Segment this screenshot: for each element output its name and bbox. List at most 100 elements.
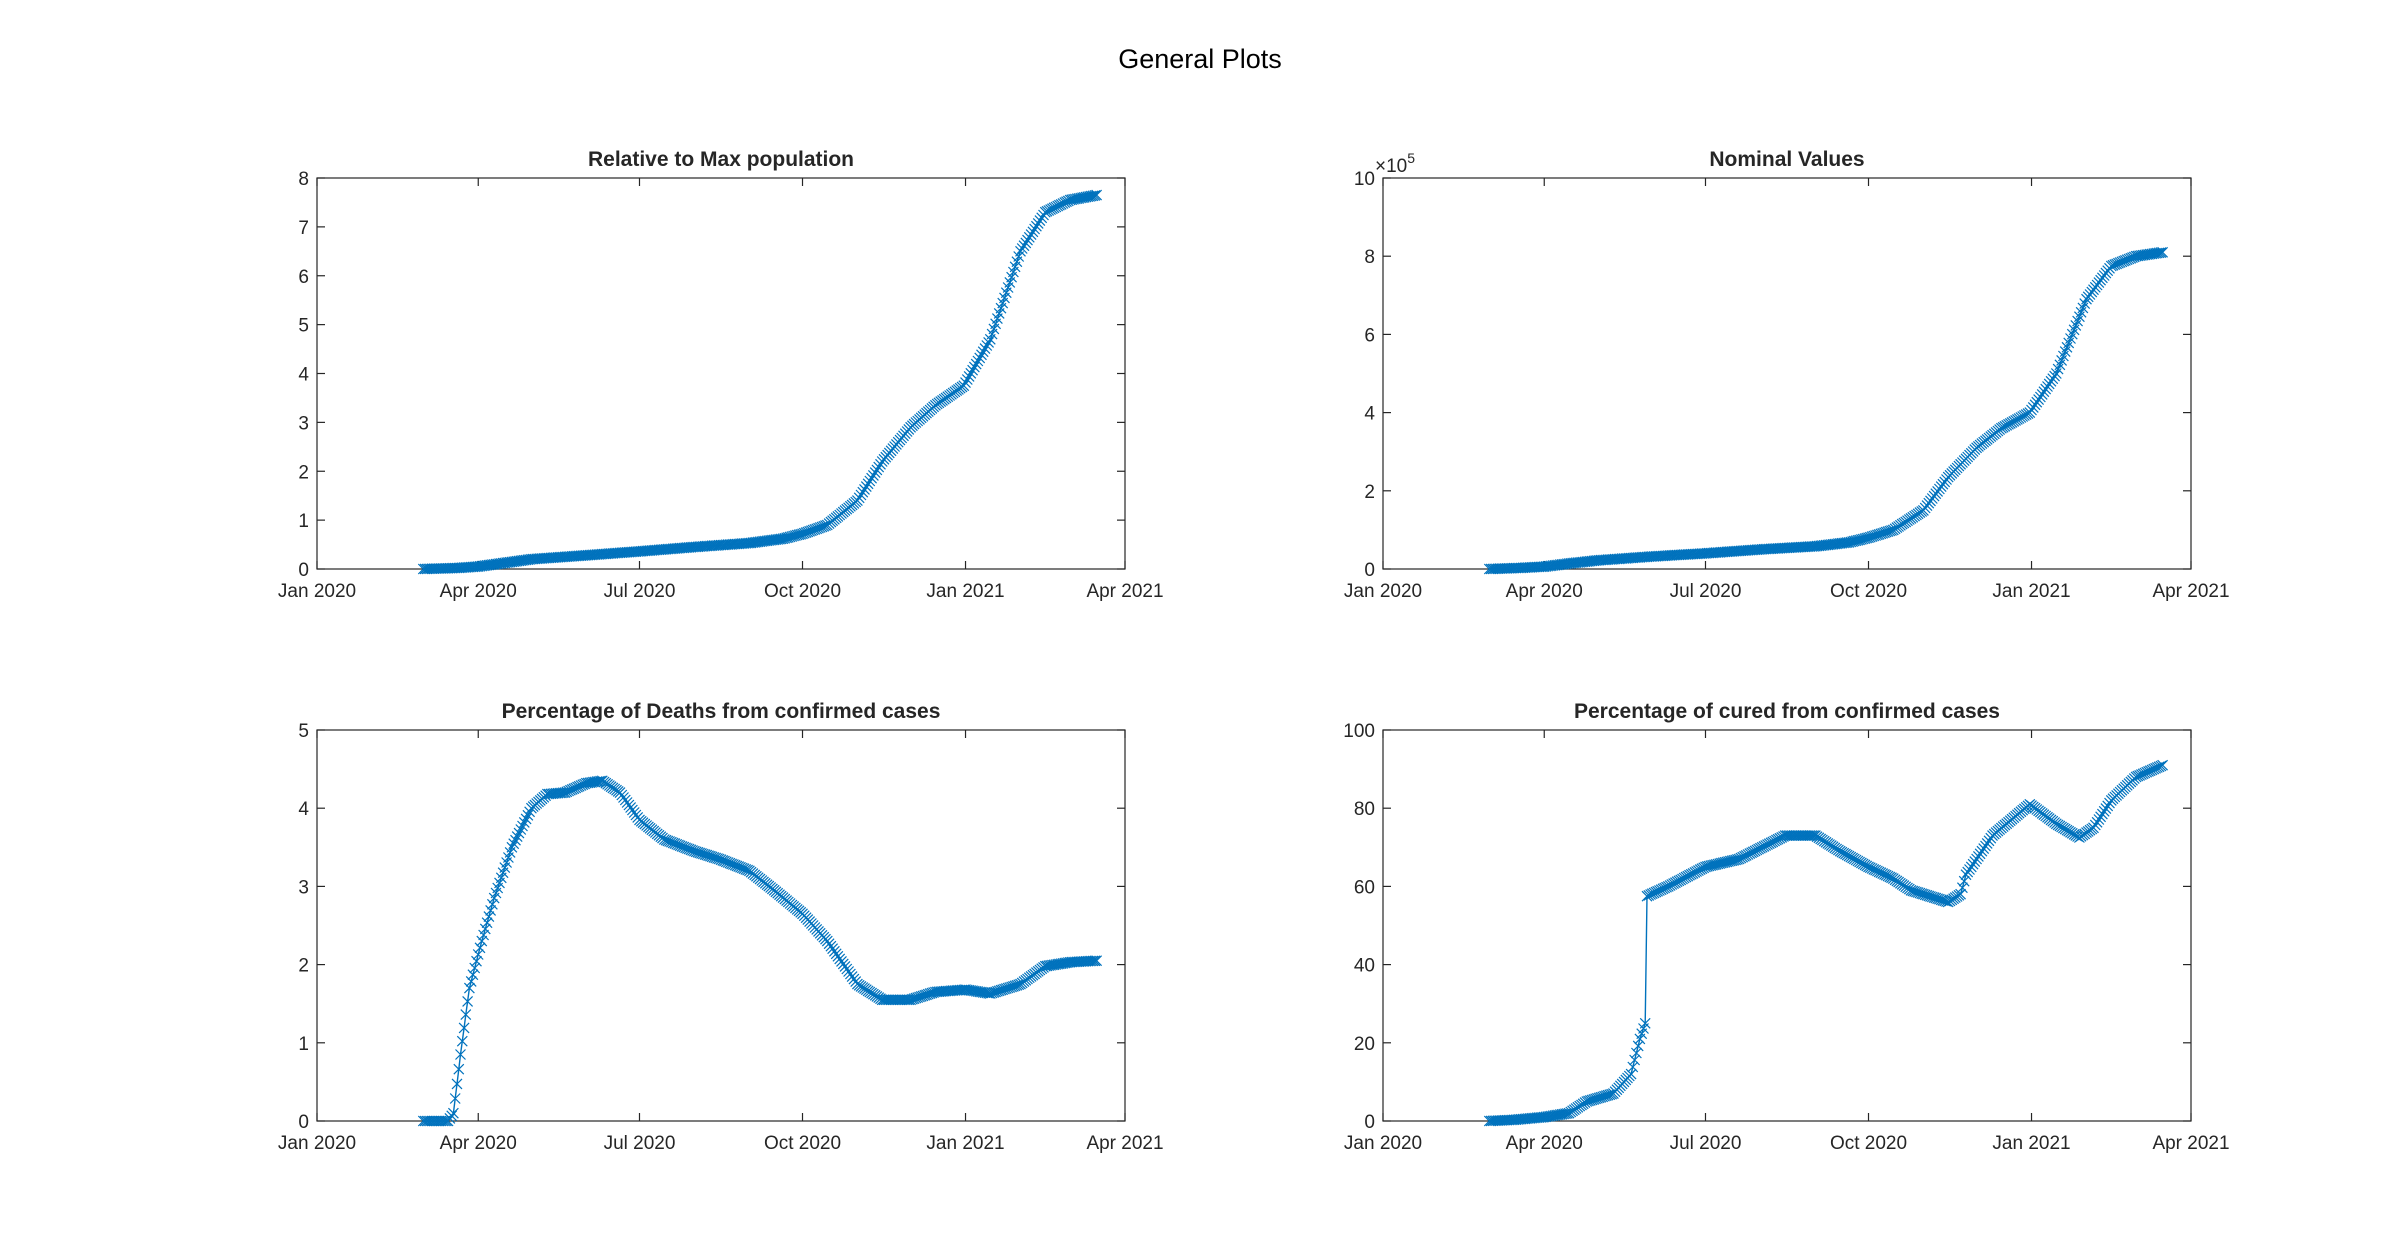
y-tick-label: 1 (298, 511, 309, 532)
data-point-marker (1882, 870, 1894, 882)
data-point-marker (1742, 849, 1754, 860)
data-point-marker (2144, 765, 2156, 777)
data-point-marker (1972, 850, 1984, 862)
y-tick-label: 2 (298, 956, 309, 977)
data-point-marker (510, 834, 521, 846)
data-point-marker (2157, 246, 2169, 258)
data-point-marker (1650, 886, 1662, 898)
data-point-marker (476, 935, 488, 947)
data-point-marker (2155, 247, 2167, 259)
data-point-marker (1053, 199, 1065, 211)
x-tick-label: Oct 2020 (1830, 581, 1907, 602)
data-point-marker (1655, 884, 1667, 896)
data-point-marker (465, 975, 477, 987)
data-point-marker (446, 1110, 458, 1122)
subplot-title: Percentage of cured from confirmed cases (1574, 700, 2000, 723)
data-point-marker (1048, 202, 1060, 214)
data-point-marker (875, 458, 886, 470)
data-point-marker (1662, 880, 1674, 892)
x-tick-label: Apr 2020 (440, 1133, 517, 1154)
data-point-marker (967, 364, 979, 376)
axes-box (316, 729, 1126, 1122)
data-point-marker (1652, 885, 1664, 897)
data-point-marker (958, 380, 970, 392)
data-point-marker (1629, 1054, 1641, 1066)
data-point-marker (740, 863, 752, 875)
data-point-marker (2157, 759, 2169, 771)
data-point-marker (1030, 220, 1042, 232)
data-point-marker (1749, 845, 1761, 857)
data-point-marker (1625, 1068, 1637, 1080)
data-point-marker (2095, 811, 2107, 823)
data-point-marker (2148, 763, 2160, 775)
data-point-marker (972, 355, 984, 367)
data-point-marker (522, 809, 534, 821)
data-point-marker (1868, 863, 1880, 875)
data-point-marker (1995, 422, 2007, 434)
data-point-marker (1668, 878, 1680, 890)
data-point-marker (1774, 832, 1786, 844)
y-tick-label: 10 (1354, 169, 1375, 190)
data-point-marker (862, 478, 874, 490)
data-point-marker (1772, 833, 1784, 845)
data-point-marker (1680, 871, 1692, 883)
data-point-marker (485, 904, 497, 916)
data-point-marker (1091, 955, 1103, 967)
data-point-marker (1958, 875, 1970, 887)
data-point-marker (871, 464, 883, 476)
data-point-marker (1018, 240, 1030, 252)
data-point-marker (1884, 871, 1896, 883)
y-tick-label: 8 (298, 169, 309, 190)
data-point-marker (1013, 979, 1025, 991)
data-point-marker (1965, 861, 1977, 873)
data-point-marker (853, 492, 865, 504)
data-point-marker (453, 1063, 465, 1075)
data-point-marker (1639, 1017, 1651, 1029)
data-point-marker (462, 995, 474, 1007)
data-point-marker (1043, 205, 1055, 216)
data-point-marker (2098, 805, 2110, 817)
data-point-marker (1604, 1089, 1616, 1101)
data-point-marker (563, 785, 575, 797)
data-point-marker (1760, 840, 1772, 851)
data-point-marker (1666, 879, 1678, 890)
x-tick-label: Apr 2020 (1506, 581, 1583, 602)
data-point-marker (520, 813, 532, 825)
data-point-marker (524, 806, 536, 818)
data-point-marker (455, 1049, 466, 1060)
data-point-marker (1646, 888, 1658, 900)
data-point-marker (572, 781, 583, 793)
data-point-marker (451, 1078, 463, 1090)
data-point-marker (2137, 768, 2149, 780)
data-point-marker (2155, 760, 2167, 772)
data-point-marker (1762, 839, 1773, 851)
x-tick-label: Apr 2021 (1086, 581, 1163, 602)
data-point-marker (2100, 803, 2112, 815)
data-point-marker (1754, 842, 1766, 854)
data-point-marker (1016, 243, 1028, 254)
data-point-marker (449, 1093, 461, 1104)
data-point-marker (1769, 835, 1781, 847)
data-point-marker (1671, 876, 1683, 888)
data-point-marker (1886, 525, 1897, 536)
data-point-marker (1641, 890, 1653, 902)
x-tick-label: Apr 2020 (1506, 1133, 1583, 1154)
y-tick-label: 2 (298, 462, 309, 483)
data-point-marker (573, 780, 585, 792)
data-point-marker (1653, 885, 1665, 896)
data-point-marker (818, 520, 830, 532)
data-point-marker (478, 929, 490, 941)
y-tick-label: 2 (1364, 482, 1375, 503)
y-tick-label: 3 (298, 413, 309, 434)
data-point-marker (1087, 955, 1099, 967)
data-point-marker (1027, 226, 1039, 238)
data-point-marker (1015, 245, 1026, 257)
y-tick-label: 5 (298, 721, 309, 742)
data-point-marker (447, 1107, 459, 1119)
series-markers (417, 775, 1103, 1127)
data-point-marker (1691, 866, 1703, 877)
y-tick-label: 0 (298, 1112, 309, 1133)
x-tick-label: Apr 2021 (1086, 1133, 1163, 1154)
axes-box (1382, 177, 2192, 570)
data-point-marker (851, 495, 863, 507)
